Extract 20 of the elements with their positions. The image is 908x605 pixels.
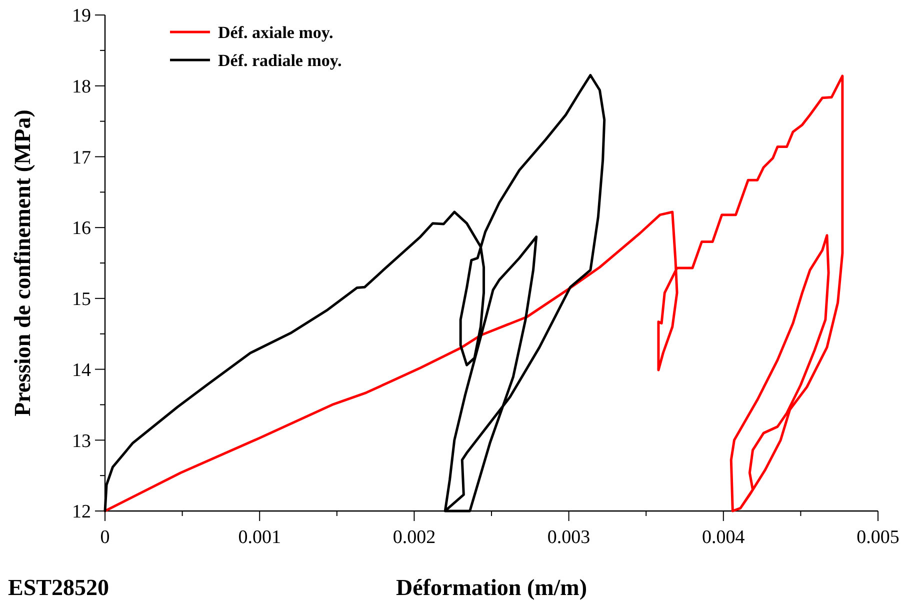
legend-label: Déf. radiale moy. bbox=[218, 50, 342, 70]
text: EST28520 bbox=[8, 575, 109, 600]
x-axis-title: Déformation (m/m) bbox=[396, 575, 587, 600]
x-tick-label: 0 bbox=[100, 527, 110, 548]
y-axis-title: Pression de confinement (MPa) bbox=[10, 110, 35, 416]
y-tick-label: 15 bbox=[72, 289, 91, 310]
y-tick-label: 14 bbox=[72, 360, 92, 381]
y-tick-label: 19 bbox=[72, 6, 91, 27]
x-tick-label: 0.005 bbox=[856, 527, 900, 548]
x-tick-label: 0.001 bbox=[238, 527, 281, 548]
y-tick-label: 12 bbox=[72, 502, 91, 523]
legend-label: Déf. axiale moy. bbox=[218, 22, 334, 42]
y-tick-label: 16 bbox=[72, 218, 91, 240]
line-series bbox=[104, 74, 844, 512]
x-tick-label: 0.002 bbox=[392, 527, 436, 548]
x-tick-label: 0.003 bbox=[547, 527, 590, 548]
y-tick-label: 18 bbox=[72, 76, 91, 98]
y-tick-label: 17 bbox=[72, 147, 91, 168]
y-tick-label: 13 bbox=[72, 430, 91, 452]
x-tick-label: 0.004 bbox=[702, 527, 746, 548]
